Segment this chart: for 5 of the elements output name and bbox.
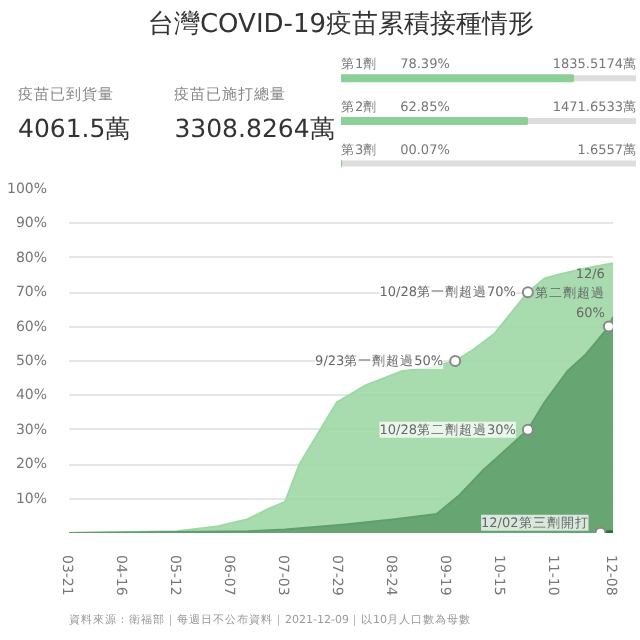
text: 台灣COVID-19疫苗累積接種情形 (147, 10, 535, 41)
text: 4061.5萬 (18, 113, 132, 144)
point (602, 320, 613, 333)
point (521, 423, 534, 436)
text: 3308.8264萬 (174, 113, 336, 144)
